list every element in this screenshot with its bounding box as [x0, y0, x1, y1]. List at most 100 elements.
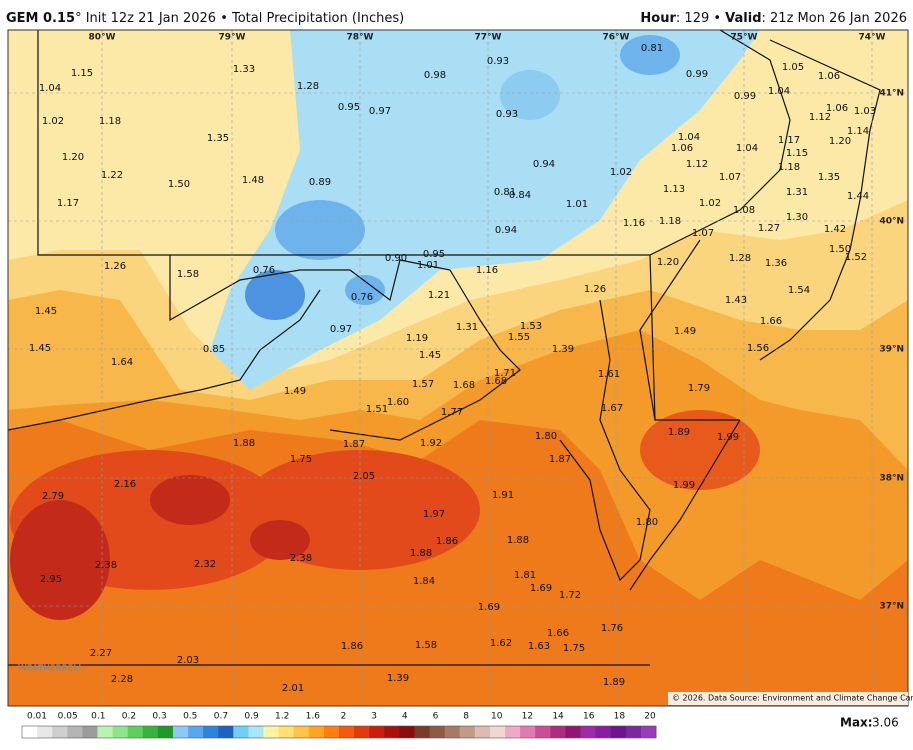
- map-value: 1.16: [476, 265, 498, 276]
- map-value: 1.17: [778, 135, 800, 146]
- colorbar-swatch: [610, 726, 627, 738]
- map-value: 1.45: [419, 350, 441, 361]
- colorbar-label: 0.1: [91, 712, 105, 722]
- state-borders: [8, 30, 881, 666]
- map-value: 1.49: [674, 326, 696, 337]
- field-dark-red: [250, 520, 310, 560]
- map-value: 1.67: [601, 403, 623, 414]
- map-value: 1.53: [520, 321, 542, 332]
- map-value: 1.33: [233, 64, 255, 75]
- colorbar-swatch: [248, 726, 264, 738]
- colorbar-swatch: [308, 726, 325, 738]
- map-value: 1.50: [168, 179, 190, 190]
- colorbar-swatch: [474, 726, 491, 738]
- map-value: 1.43: [725, 295, 747, 306]
- colorbar-swatch: [640, 726, 657, 738]
- colorbar-swatch: [323, 726, 340, 738]
- map-value: 0.99: [734, 91, 756, 102]
- colorbar-swatch: [127, 726, 144, 738]
- map-value: 2.16: [114, 479, 136, 490]
- map-value: 1.80: [535, 431, 557, 442]
- colorbar-label: 6: [433, 712, 439, 722]
- map-value: 0.93: [487, 56, 509, 67]
- field-blue: [275, 200, 365, 260]
- hour: : 129 •: [676, 11, 725, 26]
- map-value: 1.87: [343, 439, 365, 450]
- map-value: 1.01: [566, 199, 588, 210]
- map-value: 0.81: [641, 43, 663, 54]
- map-value: 1.19: [406, 333, 428, 344]
- colorbar-swatch: [369, 726, 385, 738]
- colorbar-swatch: [67, 726, 83, 738]
- longitude-label: 74°W: [859, 33, 886, 43]
- map-value: 1.20: [829, 136, 851, 147]
- map-value: 0.76: [351, 292, 373, 303]
- map-value: 0.94: [533, 159, 555, 170]
- map-value: 1.91: [492, 490, 514, 501]
- colorbar-swatch: [218, 726, 234, 738]
- map-value: 0.97: [330, 324, 352, 335]
- map-value: 1.88: [233, 438, 255, 449]
- map-value: 1.86: [436, 536, 458, 547]
- longitude-label: 77°W: [475, 33, 502, 43]
- colorbar-swatch: [339, 726, 355, 738]
- map-value: 2.27: [90, 648, 112, 659]
- map-value: 1.26: [104, 261, 126, 272]
- colorbar-label: 2: [341, 712, 347, 722]
- map-value: 1.84: [413, 576, 435, 587]
- colorbar-swatch: [354, 726, 370, 738]
- map-value: 1.75: [290, 454, 312, 465]
- colorbar-swatch: [142, 726, 159, 738]
- run-title: ° Init 12z 21 Jan 2026 • Total Precipita…: [75, 11, 404, 26]
- map-value: 1.03: [854, 106, 876, 117]
- colorbar-swatch: [429, 726, 446, 738]
- colorbar-swatch: [172, 726, 189, 738]
- map-value: 1.02: [42, 116, 64, 127]
- colorbar-swatch: [97, 726, 113, 738]
- map-value: 1.72: [559, 590, 581, 601]
- map-value: 1.54: [788, 285, 810, 296]
- map-value: 2.32: [194, 559, 216, 570]
- colorbar-swatch: [37, 726, 53, 738]
- map-value: 0.76: [253, 265, 275, 276]
- colorbar-swatch: [263, 726, 280, 738]
- map-value: 1.13: [663, 184, 685, 195]
- map-value: 1.99: [673, 480, 695, 491]
- map-value: 0.99: [686, 69, 708, 80]
- map-value: 1.69: [530, 583, 552, 594]
- map-value: 1.57: [412, 379, 434, 390]
- field-blue: [620, 35, 680, 75]
- map-value: 1.88: [410, 548, 432, 559]
- field-dark-red: [10, 500, 110, 620]
- colorbar-label: 8: [463, 712, 469, 722]
- map-value: 0.95: [338, 102, 360, 113]
- colorbar-swatch: [293, 726, 310, 738]
- map-value: 1.31: [786, 187, 808, 198]
- map-value: 1.05: [782, 62, 804, 73]
- map-value: 1.88: [507, 535, 529, 546]
- colorbar-label: 0.2: [122, 712, 136, 722]
- map-value: 1.06: [818, 71, 840, 82]
- colorbar-swatch: [520, 726, 536, 738]
- map-value: 2.01: [282, 683, 304, 694]
- map-value: 1.07: [692, 228, 714, 239]
- map-value: 1.58: [177, 269, 199, 280]
- map-value: 1.16: [623, 218, 645, 229]
- precip-field: [8, 30, 908, 706]
- map-value: 2.28: [111, 674, 133, 685]
- map-value: 1.02: [610, 167, 632, 178]
- map-value: 1.12: [809, 112, 831, 123]
- colorbar-swatch: [580, 726, 597, 738]
- map-value: 1.28: [729, 253, 751, 264]
- map-value: 1.64: [111, 357, 133, 368]
- map-value: 0.98: [424, 70, 446, 81]
- map-value: 1.45: [29, 343, 51, 354]
- valid-label: Valid: [725, 11, 761, 26]
- field-dark-red: [150, 475, 230, 525]
- colorbar-label: 20: [644, 712, 656, 722]
- map-value: 1.22: [101, 170, 123, 181]
- map-value: 1.68: [485, 376, 507, 387]
- colorbar-label: 1.6: [306, 712, 321, 722]
- colorbar-swatch: [233, 726, 249, 738]
